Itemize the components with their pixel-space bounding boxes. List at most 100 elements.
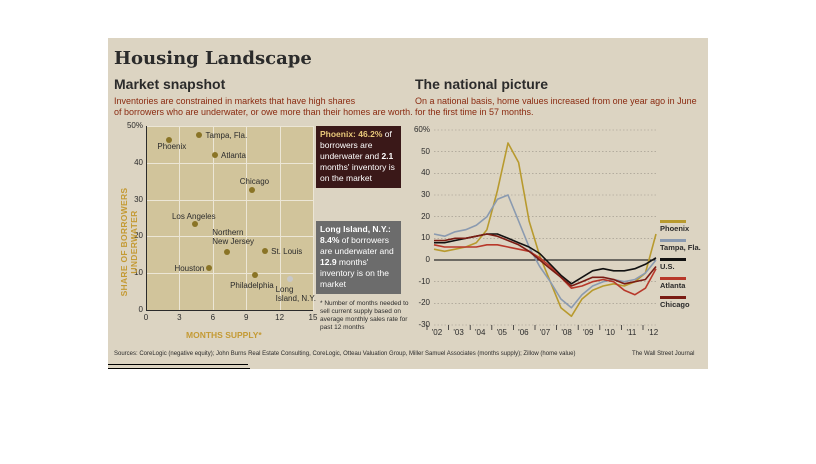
legend-label-atlanta: Atlanta xyxy=(660,281,686,290)
national-y-tick: 40 xyxy=(421,168,430,178)
scatter-label-los-angeles: Los Angeles xyxy=(171,211,216,221)
national-series-atlanta xyxy=(433,244,657,296)
legend-swatch-tampa-fla xyxy=(660,239,686,242)
legend-label-chicago: Chicago xyxy=(660,300,690,309)
scatter-label-phoenix: Phoenix xyxy=(157,141,187,151)
long-island-callout-text2: months' inventory is on the market xyxy=(320,257,389,289)
national-y-tick: 20 xyxy=(421,211,430,221)
scatter-point-chicago xyxy=(248,187,255,194)
scatter-point-phoenix xyxy=(166,136,173,143)
national-x-tick: '02 xyxy=(431,328,443,337)
national-x-tick: '05 xyxy=(496,328,508,337)
national-y-tick: -30 xyxy=(418,320,430,329)
national-y-tick: 50 xyxy=(421,146,430,156)
scatter-point-los-angeles xyxy=(191,220,198,227)
phoenix-callout: Phoenix: 46.2% of borrowers are underwat… xyxy=(316,126,401,188)
national-y-tick: 0 xyxy=(425,255,430,264)
scatter-y-tick: 20 xyxy=(134,231,143,241)
national-series-tampa-fla xyxy=(433,194,657,309)
scatter-gridline-y xyxy=(146,199,313,201)
national-x-tick: '12 xyxy=(647,328,659,337)
sources-line: Sources: CoreLogic (negative equity); Jo… xyxy=(114,351,576,357)
long-island-callout: Long Island, N.Y.: 8.4% of borrowers are… xyxy=(316,221,401,294)
scatter-label-st-louis: St. Louis xyxy=(271,247,303,257)
left-heading: Market snapshot xyxy=(114,76,226,92)
phoenix-callout-text1: of borrowers are underwater and xyxy=(320,129,392,161)
scatter-x-tick: 0 xyxy=(143,313,149,322)
legend-label-tampa-fla: Tampa, Fla. xyxy=(660,243,701,252)
national-y-tick: -10 xyxy=(418,276,430,286)
phoenix-callout-pct: 46.2% xyxy=(358,129,383,139)
national-x-tick: '07 xyxy=(539,328,551,337)
scatter-y-tick: 30 xyxy=(134,194,143,204)
national-y-tick: 60% xyxy=(413,125,430,134)
national-line-chart xyxy=(426,129,657,330)
scatter-gridline-y xyxy=(146,273,313,275)
scatter-label-houston: Houston xyxy=(174,263,205,273)
national-x-tick: '08 xyxy=(561,328,572,337)
long-island-callout-num: 12.9 xyxy=(320,257,337,267)
scatter-y-axis xyxy=(146,126,147,310)
right-heading: The national picture xyxy=(415,76,549,92)
scatter-y-tick: 0 xyxy=(138,305,143,314)
national-y-tick: -20 xyxy=(418,298,430,308)
right-deck-line2: for the first time in 57 months. xyxy=(415,107,534,117)
long-island-callout-text1: of borrowers are underwater and xyxy=(320,235,394,256)
scatter-y-tick: 50% xyxy=(126,121,143,130)
national-x-tick: '11 xyxy=(626,328,637,337)
legend-swatch-chicago xyxy=(660,296,686,299)
long-island-callout-pct: 8.4% xyxy=(320,235,340,245)
phoenix-callout-city: Phoenix: xyxy=(320,129,356,139)
scatter-gridline-y xyxy=(146,236,313,238)
scatter-gridline-y xyxy=(146,126,313,127)
scatter-point-tampa-fla xyxy=(196,132,203,139)
national-series-u-s xyxy=(434,233,657,285)
x-axis-label: MONTHS SUPPLY* xyxy=(186,330,262,340)
national-series-chicago xyxy=(434,233,657,287)
scatter-x-tick: 12 xyxy=(275,313,285,322)
scatter-point-houston xyxy=(206,264,213,271)
scatter-point-philadelphia xyxy=(252,272,259,279)
scatter-plot-area xyxy=(146,126,313,310)
months-supply-footnote: * Number of months needed to sell curren… xyxy=(320,300,409,331)
phoenix-callout-text2: months' inventory is on the market xyxy=(320,162,395,183)
national-series-phoenix xyxy=(433,142,657,318)
left-deck-line1: Inventories are constrained in markets t… xyxy=(114,96,356,106)
national-x-tick: '10 xyxy=(604,328,616,337)
legend-swatch-atlanta xyxy=(660,277,686,280)
national-x-tick: '09 xyxy=(582,328,594,337)
scatter-gridline-x xyxy=(279,126,281,310)
scatter-x-tick: 3 xyxy=(177,313,182,322)
national-y-tick: 10 xyxy=(421,233,430,243)
scatter-y-tick: 10 xyxy=(134,268,143,278)
left-deck-line2: of borrowers who are underwater, or owe … xyxy=(114,107,413,117)
scatter-x-tick: 9 xyxy=(243,313,249,322)
scatter-point-st-louis xyxy=(262,248,269,255)
scatter-x-tick: 15 xyxy=(308,313,318,322)
scatter-label-atlanta: Atlanta xyxy=(221,151,246,161)
scatter-gridline-x xyxy=(246,126,248,310)
credit-line: The Wall Street Journal xyxy=(632,351,695,357)
scatter-gridline-x xyxy=(212,126,214,310)
scatter-label-chicago: Chicago xyxy=(239,177,270,187)
scatter-gridline-x xyxy=(313,126,314,310)
scatter-gridline-y xyxy=(146,162,313,164)
infographic: Housing Landscape Market snapshot Invent… xyxy=(108,38,708,369)
scatter-label-philadelphia: Philadelphia xyxy=(230,281,274,291)
scatter-point-atlanta xyxy=(212,152,219,159)
national-y-tick: 30 xyxy=(421,190,430,199)
scatter-label-long-island-n-y: Long Island, N.Y. xyxy=(275,285,316,304)
graphic-title: Housing Landscape xyxy=(114,48,312,69)
national-x-tick: '06 xyxy=(518,328,529,337)
long-island-callout-city: Long Island, N.Y.: xyxy=(320,224,391,234)
underline-rule-2 xyxy=(108,368,250,369)
scatter-label-tampa-fla: Tampa, Fla. xyxy=(205,131,248,141)
national-x-tick: '03 xyxy=(453,328,464,337)
phoenix-callout-num: 2.1 xyxy=(381,151,394,161)
right-deck-line1: On a national basis, home values increas… xyxy=(415,96,697,106)
legend-label-u-s: U.S. xyxy=(660,262,675,271)
legend-swatch-u-s xyxy=(660,258,686,261)
legend-swatch-phoenix xyxy=(660,220,686,223)
scatter-label-northern-new-jersey: Northern New Jersey xyxy=(212,227,255,246)
scatter-y-tick: 40 xyxy=(134,157,143,167)
